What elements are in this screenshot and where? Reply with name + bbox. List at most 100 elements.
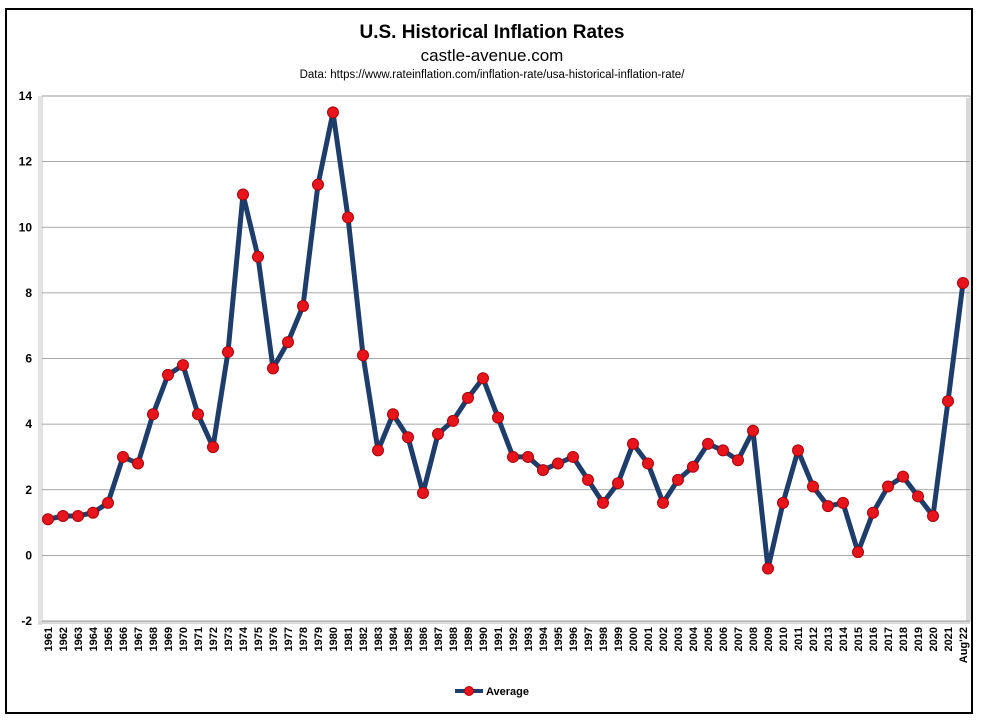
x-tick-label: 2005 [703,627,715,651]
data-point [192,408,204,421]
x-tick-label: 2020 [928,627,940,651]
y-tick-label: -2 [21,614,32,628]
data-point [717,444,729,457]
x-tick-label: 2016 [868,627,880,651]
data-point [687,460,699,473]
data-point [837,496,849,509]
x-tick-label: 2013 [823,627,835,651]
data-point [927,510,939,522]
x-tick-label: 1966 [118,627,130,651]
x-tick-label: 1980 [328,627,340,651]
x-tick-label: 1985 [403,627,415,651]
x-tick-label: 2018 [898,627,910,651]
x-tick-label: 1963 [73,627,85,651]
data-point [807,480,819,493]
x-tick-label: 2011 [793,627,805,651]
legend-label-average: Average [486,686,529,698]
data-point [102,496,114,509]
legend: Average [455,686,529,698]
data-point [57,510,69,522]
x-tick-label: 2019 [913,627,925,651]
x-tick-label: 1964 [88,626,100,651]
x-tick-label: 1995 [553,627,565,651]
data-point [942,395,954,408]
series-line-average [45,109,966,571]
x-tick-label: 2021 [943,627,955,651]
data-point [657,496,669,509]
data-point [537,464,549,477]
data-point [867,506,879,519]
x-tick-label: 1984 [388,626,400,651]
plot-area [38,95,971,625]
data-point [552,457,564,470]
x-tick-label: 1970 [178,627,190,651]
data-point [627,437,639,450]
data-point [282,336,294,349]
data-point [132,457,144,470]
y-tick-label: 10 [19,220,33,234]
legend-marker-swatch [464,686,474,696]
x-tick-label: 1997 [583,627,595,651]
data-point [432,427,444,440]
data-point [882,480,894,493]
data-point [372,444,384,457]
x-tick-label: 1974 [238,626,250,651]
x-tick-label: 1972 [208,627,220,651]
x-tick-label: 1982 [358,627,370,651]
x-tick-label: 1975 [253,627,265,651]
data-point [207,441,219,454]
data-point [732,454,744,467]
data-point [582,473,594,486]
series-average-points [42,106,969,575]
gridlines [42,95,970,622]
data-point [252,250,264,263]
x-tick-label: 1981 [343,627,355,651]
x-tick-label: 2003 [673,627,685,651]
x-tick-label: 1962 [58,627,70,651]
data-point [447,414,459,427]
data-point [522,450,534,463]
chart-subtitle: castle-avenue.com [421,46,564,65]
data-point [222,345,234,358]
x-tick-label: 2004 [688,626,700,651]
chart-source: Data: https://www.rateinflation.com/infl… [300,69,686,81]
data-point [72,510,84,522]
series-average [45,109,966,571]
data-point [147,408,159,421]
data-point [117,450,129,463]
data-point [507,450,519,463]
x-tick-label: 1961 [43,627,55,651]
x-tick-label: 2002 [658,627,670,651]
plot-depth-bottom [38,621,970,624]
y-axis: -2 0 2 4 6 8 10 12 14 [19,89,33,628]
data-point [237,188,249,201]
data-point [177,359,189,372]
x-tick-label: 1998 [598,627,610,651]
data-point [597,496,609,509]
x-tick-label: 2014 [838,626,850,651]
x-tick-label: 2007 [733,627,745,651]
y-tick-label: 4 [25,417,32,431]
x-tick-label: 1969 [163,627,175,651]
x-tick-label: 1996 [568,627,580,651]
x-tick-label: 1983 [373,627,385,651]
x-tick-label: 1979 [313,627,325,651]
data-point [462,391,474,404]
y-tick-label: 0 [25,548,32,562]
data-point [762,562,774,575]
x-tick-label: 2009 [763,627,775,651]
data-point [477,372,489,385]
data-point [492,411,504,424]
x-tick-label: 1987 [433,627,445,651]
x-tick-label: 1992 [508,627,520,651]
plot-depth-left [38,96,42,625]
data-point [42,513,54,526]
data-point [792,444,804,457]
data-point [612,477,624,490]
x-tick-label: 1993 [523,627,535,651]
x-tick-label: 1999 [613,627,625,651]
x-tick-label: 1977 [283,627,295,651]
data-point [642,457,654,470]
x-tick-label: 2017 [883,627,895,651]
